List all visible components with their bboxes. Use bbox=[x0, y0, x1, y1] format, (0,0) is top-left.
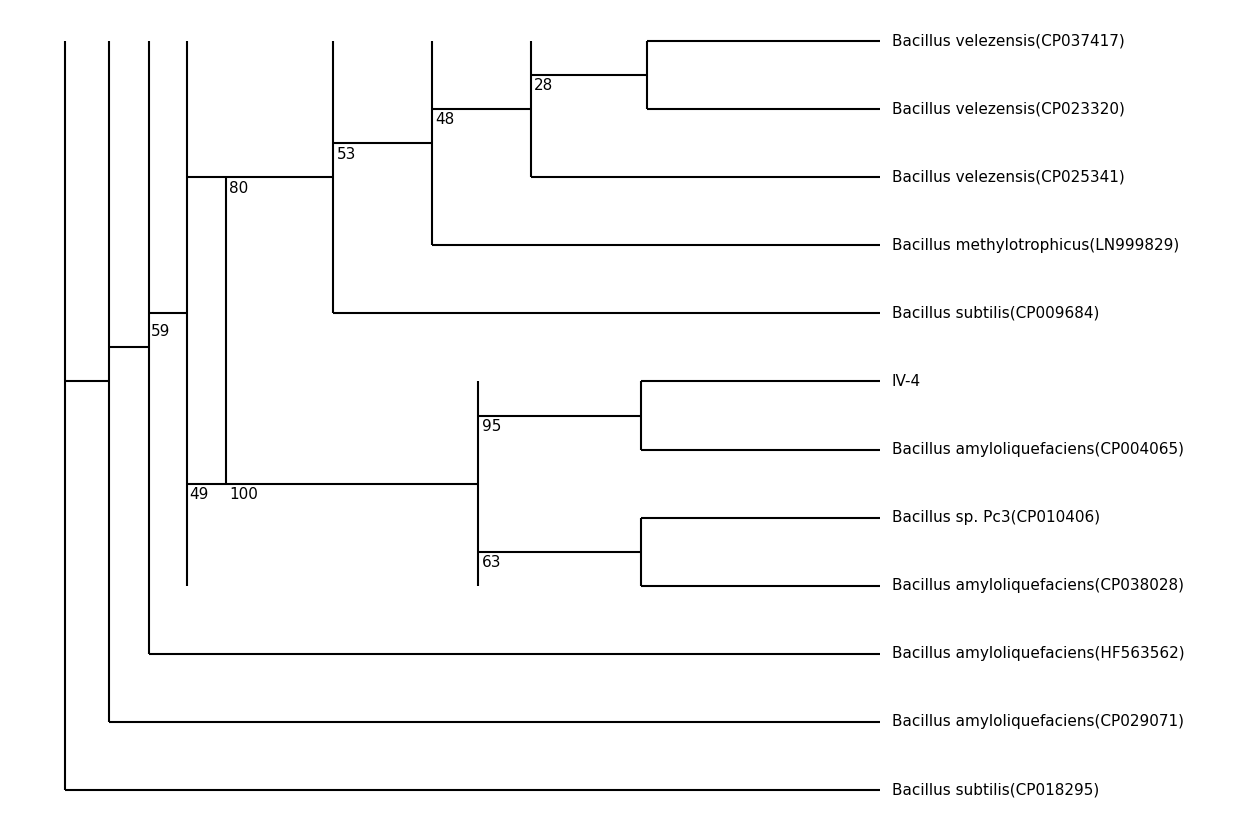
Text: Bacillus velezensis(CP037417): Bacillus velezensis(CP037417) bbox=[892, 33, 1125, 48]
Text: 100: 100 bbox=[229, 487, 258, 502]
Text: Bacillus subtilis(CP018295): Bacillus subtilis(CP018295) bbox=[892, 783, 1099, 798]
Text: Bacillus methylotrophicus(LN999829): Bacillus methylotrophicus(LN999829) bbox=[892, 238, 1179, 253]
Text: Bacillus amyloliquefaciens(CP004065): Bacillus amyloliquefaciens(CP004065) bbox=[892, 442, 1184, 457]
Text: 80: 80 bbox=[229, 180, 248, 195]
Text: 53: 53 bbox=[336, 146, 356, 161]
Text: 63: 63 bbox=[482, 555, 501, 570]
Text: 48: 48 bbox=[435, 112, 455, 127]
Text: Bacillus sp. Pc3(CP010406): Bacillus sp. Pc3(CP010406) bbox=[892, 510, 1100, 525]
Text: 59: 59 bbox=[151, 323, 171, 338]
Text: IV-4: IV-4 bbox=[892, 374, 921, 389]
Text: Bacillus amyloliquefaciens(CP029071): Bacillus amyloliquefaciens(CP029071) bbox=[892, 715, 1184, 730]
Text: 49: 49 bbox=[190, 487, 210, 502]
Text: Bacillus amyloliquefaciens(HF563562): Bacillus amyloliquefaciens(HF563562) bbox=[892, 647, 1184, 661]
Text: Bacillus velezensis(CP023320): Bacillus velezensis(CP023320) bbox=[892, 101, 1125, 116]
Text: Bacillus amyloliquefaciens(CP038028): Bacillus amyloliquefaciens(CP038028) bbox=[892, 578, 1184, 593]
Text: Bacillus subtilis(CP009684): Bacillus subtilis(CP009684) bbox=[892, 306, 1099, 321]
Text: 95: 95 bbox=[482, 419, 501, 434]
Text: 28: 28 bbox=[534, 78, 553, 93]
Text: Bacillus velezensis(CP025341): Bacillus velezensis(CP025341) bbox=[892, 170, 1125, 184]
